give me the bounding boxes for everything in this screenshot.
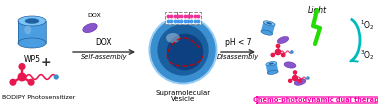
Text: Vesicle: Vesicle bbox=[171, 96, 195, 102]
Circle shape bbox=[291, 51, 293, 53]
Text: Self-assembly: Self-assembly bbox=[81, 54, 127, 60]
Circle shape bbox=[18, 73, 26, 81]
Circle shape bbox=[276, 49, 280, 55]
Circle shape bbox=[149, 16, 217, 84]
Ellipse shape bbox=[18, 16, 46, 26]
Ellipse shape bbox=[277, 37, 289, 43]
Circle shape bbox=[19, 64, 25, 69]
Bar bbox=[261, 22, 275, 34]
Circle shape bbox=[293, 71, 296, 74]
Text: $^3$O$_2$: $^3$O$_2$ bbox=[360, 48, 375, 62]
Ellipse shape bbox=[263, 21, 275, 26]
Text: DOX: DOX bbox=[96, 38, 112, 47]
Text: BODIPY Photosensitizer: BODIPY Photosensitizer bbox=[2, 95, 75, 100]
Text: +: + bbox=[41, 56, 51, 69]
Ellipse shape bbox=[18, 38, 46, 48]
Polygon shape bbox=[18, 21, 46, 43]
Circle shape bbox=[271, 53, 274, 57]
Circle shape bbox=[282, 53, 285, 57]
Circle shape bbox=[289, 79, 292, 82]
Circle shape bbox=[167, 34, 203, 70]
Text: Light: Light bbox=[307, 6, 327, 15]
Ellipse shape bbox=[294, 79, 306, 85]
Ellipse shape bbox=[261, 30, 273, 35]
Ellipse shape bbox=[266, 62, 277, 66]
Text: Disassembly: Disassembly bbox=[217, 54, 259, 60]
Circle shape bbox=[298, 79, 301, 82]
Text: $^1$O$_2$: $^1$O$_2$ bbox=[360, 18, 375, 32]
Ellipse shape bbox=[24, 25, 31, 34]
Circle shape bbox=[10, 79, 16, 85]
Bar bbox=[266, 63, 278, 73]
Text: DOX: DOX bbox=[87, 13, 101, 18]
Text: Chemo-photodynamic dual therapy: Chemo-photodynamic dual therapy bbox=[253, 97, 378, 103]
FancyBboxPatch shape bbox=[257, 96, 378, 104]
Ellipse shape bbox=[267, 70, 278, 74]
Circle shape bbox=[158, 25, 208, 75]
Circle shape bbox=[276, 44, 280, 48]
Ellipse shape bbox=[268, 63, 274, 65]
Circle shape bbox=[151, 18, 215, 82]
Circle shape bbox=[293, 76, 297, 80]
Circle shape bbox=[54, 75, 58, 79]
Text: Supramolecular: Supramolecular bbox=[155, 90, 211, 96]
Bar bbox=[165, 12, 201, 24]
Circle shape bbox=[307, 77, 309, 79]
Ellipse shape bbox=[25, 19, 39, 24]
Ellipse shape bbox=[266, 22, 272, 25]
Ellipse shape bbox=[83, 23, 97, 33]
Ellipse shape bbox=[284, 62, 296, 68]
Text: pH < 7: pH < 7 bbox=[225, 38, 251, 47]
Ellipse shape bbox=[166, 33, 180, 43]
Text: WP5: WP5 bbox=[23, 55, 40, 64]
Circle shape bbox=[28, 79, 34, 85]
